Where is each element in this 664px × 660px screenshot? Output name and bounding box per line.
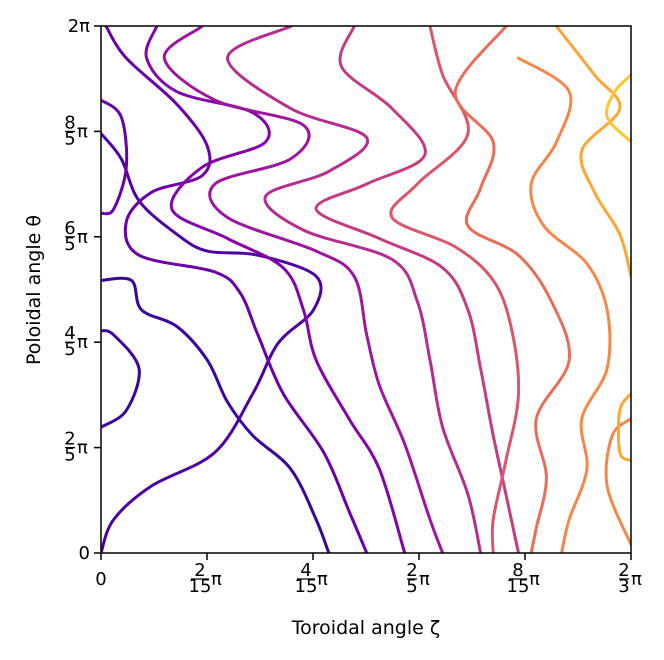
x-axis-ticks: 0 215 π 415 π 25 π 815 π 23 π [95,553,642,597]
svg-text:6: 6 [64,218,75,239]
svg-text:15: 15 [189,576,212,597]
svg-text:3: 3 [618,576,629,597]
svg-text:π: π [211,569,222,590]
contour-line-level-11-0 [604,73,631,144]
svg-text:5: 5 [64,234,75,255]
svg-text:4: 4 [64,323,75,344]
svg-text:4: 4 [300,560,311,581]
contour-line-level-0-0 [101,329,141,429]
contour-line-level-5-0 [226,26,483,553]
contour-line-level-1-0 [101,132,323,553]
contour-line-level-2-1 [101,98,129,216]
svg-text:2: 2 [194,560,205,581]
y-tick-label-3: 65 π [64,218,88,255]
svg-text:2: 2 [64,429,75,450]
y-tick-label-5: 2π [68,16,90,37]
x-axis-label: Toroidal angle ζ [291,617,440,639]
svg-text:2π: 2π [68,16,90,37]
x-tick-label-3: 25 π [406,560,430,597]
x-tick-label-4: 815 π [507,560,540,597]
y-tick-label-0: 0 [79,543,90,564]
contour-line-level-6-0 [314,26,520,553]
contour-line-level-9-1 [604,417,631,547]
svg-text:2: 2 [406,560,417,581]
plot-background [101,26,631,553]
contour-line-level-4-0 [162,26,445,553]
svg-text:π: π [317,569,328,590]
contour-line-level-9-0 [517,56,612,553]
svg-text:π: π [77,121,88,142]
svg-text:5: 5 [406,576,417,597]
contour-line-level-3-0 [144,26,407,553]
y-tick-label-4: 85 π [64,112,88,149]
x-tick-label-0: 0 [95,569,106,590]
contour-line-level-2-0 [104,26,369,553]
svg-text:π: π [77,332,88,353]
svg-text:5: 5 [64,445,75,466]
svg-text:2: 2 [618,560,629,581]
y-axis-label: Poloidal angle θ [23,215,45,365]
contour-line-level-10-1 [616,392,631,463]
contour-line-level-0-1 [101,276,331,553]
y-tick-label-2: 45 π [64,323,88,360]
svg-text:0: 0 [95,569,106,590]
svg-text:5: 5 [64,339,75,360]
y-tick-label-1: 25 π [64,429,88,466]
contour-line-level-7-0 [389,26,521,553]
contour-lines [101,26,631,553]
y-axis-ticks: 025 π45 π65 π85 π2π [64,16,101,564]
svg-text:15: 15 [507,576,530,597]
x-tick-label-5: 23 π [618,560,642,597]
plot-frame [100,25,632,554]
svg-text:π: π [77,438,88,459]
svg-text:π: π [631,569,642,590]
x-tick-label-2: 415 π [295,560,328,597]
svg-text:π: π [419,569,430,590]
x-tick-label-1: 215 π [189,560,222,597]
svg-text:π: π [529,569,540,590]
svg-text:8: 8 [512,560,523,581]
contour-line-level-8-0 [453,26,572,553]
svg-text:0: 0 [79,543,90,564]
svg-text:15: 15 [295,576,318,597]
contour-line-level-10-0 [555,26,631,278]
svg-text:8: 8 [64,112,75,133]
svg-text:π: π [77,227,88,248]
svg-text:5: 5 [64,128,75,149]
